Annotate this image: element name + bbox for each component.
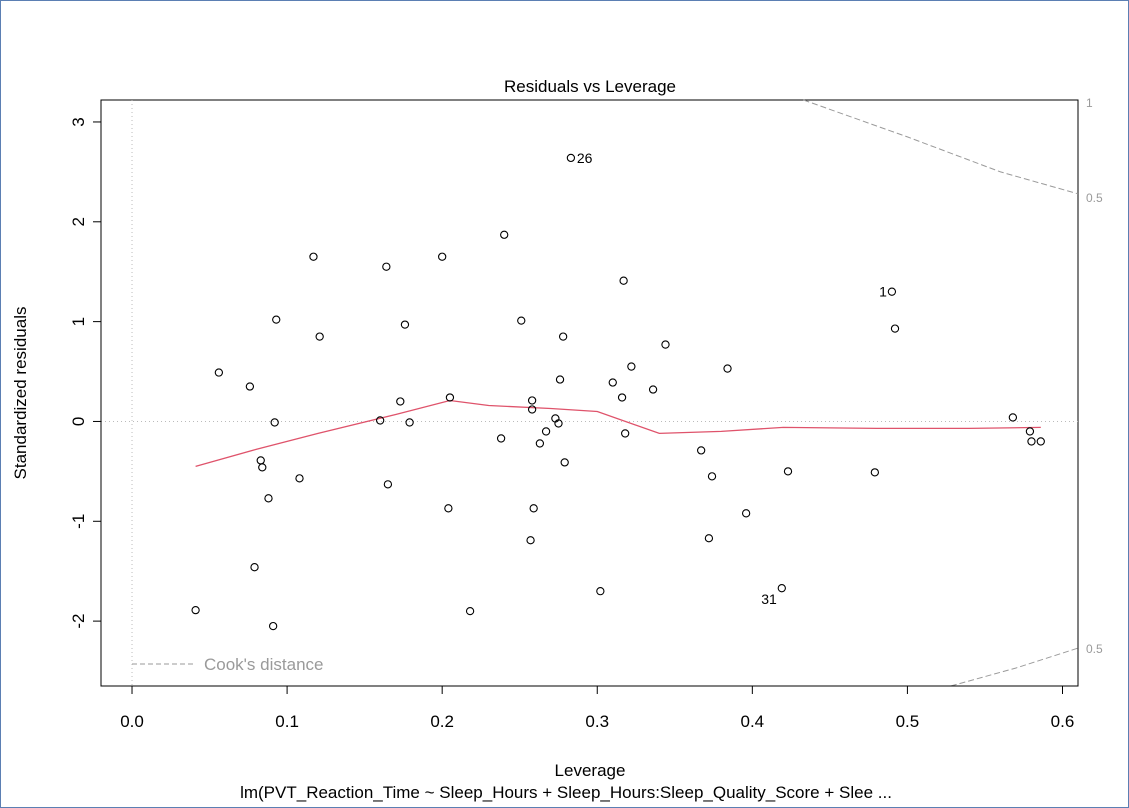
x-tick-label: 0.3	[585, 712, 609, 731]
data-point	[405, 418, 414, 427]
data-point	[554, 419, 563, 428]
data-point	[214, 368, 224, 377]
cooks-distance-contours	[803, 99, 1079, 687]
data-point	[400, 320, 410, 329]
y-tick-label: 3	[69, 117, 88, 126]
data-point	[535, 439, 545, 448]
data-point	[596, 587, 605, 596]
smooth-line	[195, 399, 1041, 468]
data-point	[375, 416, 385, 425]
data-point	[619, 276, 628, 285]
data-point	[608, 378, 617, 387]
data-point	[621, 429, 630, 438]
data-point	[444, 504, 453, 513]
x-axis: 0.0 0.1 0.2 0.3 0.4 0.5 0.6	[120, 685, 1075, 731]
points	[191, 153, 1045, 631]
data-point	[245, 382, 255, 391]
data-point	[555, 375, 565, 384]
x-tick-label: 0.4	[741, 712, 765, 731]
data-point	[661, 340, 670, 349]
cooks-contour-labels: 1 0.5 0.5	[1086, 96, 1103, 656]
data-point	[258, 463, 267, 472]
y-tick-label: -2	[69, 614, 88, 629]
point-labels: 26 31 1	[577, 150, 887, 607]
data-point	[560, 458, 569, 467]
x-tick-label: 0.1	[275, 712, 299, 731]
data-point	[707, 472, 717, 481]
plot-box	[100, 99, 1079, 687]
cooks-contour-label: 1	[1086, 96, 1093, 110]
legend-label: Cook's distance	[204, 655, 323, 674]
data-point	[438, 252, 447, 261]
data-point	[648, 385, 658, 394]
data-point	[272, 315, 281, 324]
data-point	[887, 287, 897, 296]
data-point	[256, 456, 265, 465]
data-point	[723, 364, 732, 373]
x-tick-label: 0.2	[430, 712, 454, 731]
data-point	[500, 230, 509, 239]
x-axis-title: Leverage	[555, 761, 626, 780]
point-label: 26	[577, 150, 593, 166]
y-tick-label: 1	[69, 317, 88, 326]
data-point	[250, 563, 259, 572]
data-point	[315, 332, 324, 341]
data-point	[1025, 427, 1035, 436]
cooks-contour-label: 0.5	[1086, 642, 1103, 656]
x-tick-label: 0.0	[120, 712, 144, 731]
data-point	[558, 332, 568, 341]
data-point	[783, 467, 793, 476]
reference-lines	[101, 100, 1078, 686]
data-point	[741, 509, 751, 518]
data-point	[627, 362, 636, 371]
data-point	[529, 504, 538, 513]
cooks-contour-label: 0.5	[1086, 191, 1103, 205]
cooks-contour-upper	[803, 99, 1079, 195]
data-point	[465, 606, 475, 616]
data-point	[1008, 413, 1018, 422]
data-point	[396, 397, 405, 406]
point-label: 31	[761, 591, 777, 607]
y-tick-label: 2	[69, 217, 88, 226]
data-point	[704, 534, 714, 543]
data-point	[870, 468, 879, 477]
y-axis: -2 -1 0 1 2 3	[69, 117, 102, 629]
chart-title: Residuals vs Leverage	[504, 77, 676, 96]
data-point	[191, 605, 200, 615]
model-formula: lm(PVT_Reaction_Time ~ Sleep_Hours + Sle…	[240, 783, 892, 802]
data-point	[309, 252, 318, 261]
data-point	[496, 434, 506, 443]
y-tick-label: 0	[69, 417, 88, 426]
x-tick-label: 0.6	[1051, 712, 1075, 731]
data-point	[777, 584, 786, 593]
data-point	[890, 324, 900, 333]
y-axis-title: Standardized residuals	[11, 307, 30, 480]
data-point	[383, 480, 393, 489]
data-point	[445, 393, 455, 402]
data-point	[526, 536, 535, 545]
data-point	[617, 393, 627, 402]
data-point	[527, 405, 537, 414]
data-point	[1036, 437, 1045, 446]
data-point	[697, 446, 706, 455]
data-point	[264, 494, 273, 503]
y-tick-label: -1	[69, 514, 88, 529]
cooks-contour-lower	[950, 647, 1079, 687]
x-tick-label: 0.5	[896, 712, 920, 731]
data-point	[295, 474, 304, 483]
data-point	[382, 262, 391, 271]
data-point	[527, 396, 537, 405]
data-point	[1027, 437, 1036, 446]
data-point	[541, 427, 551, 436]
smooth-line-path	[195, 399, 1041, 468]
point-label: 1	[879, 284, 887, 300]
data-point	[517, 316, 526, 325]
data-point	[268, 621, 278, 631]
data-point	[270, 418, 279, 427]
legend: Cook's distance	[132, 655, 323, 674]
data-point	[566, 153, 576, 163]
